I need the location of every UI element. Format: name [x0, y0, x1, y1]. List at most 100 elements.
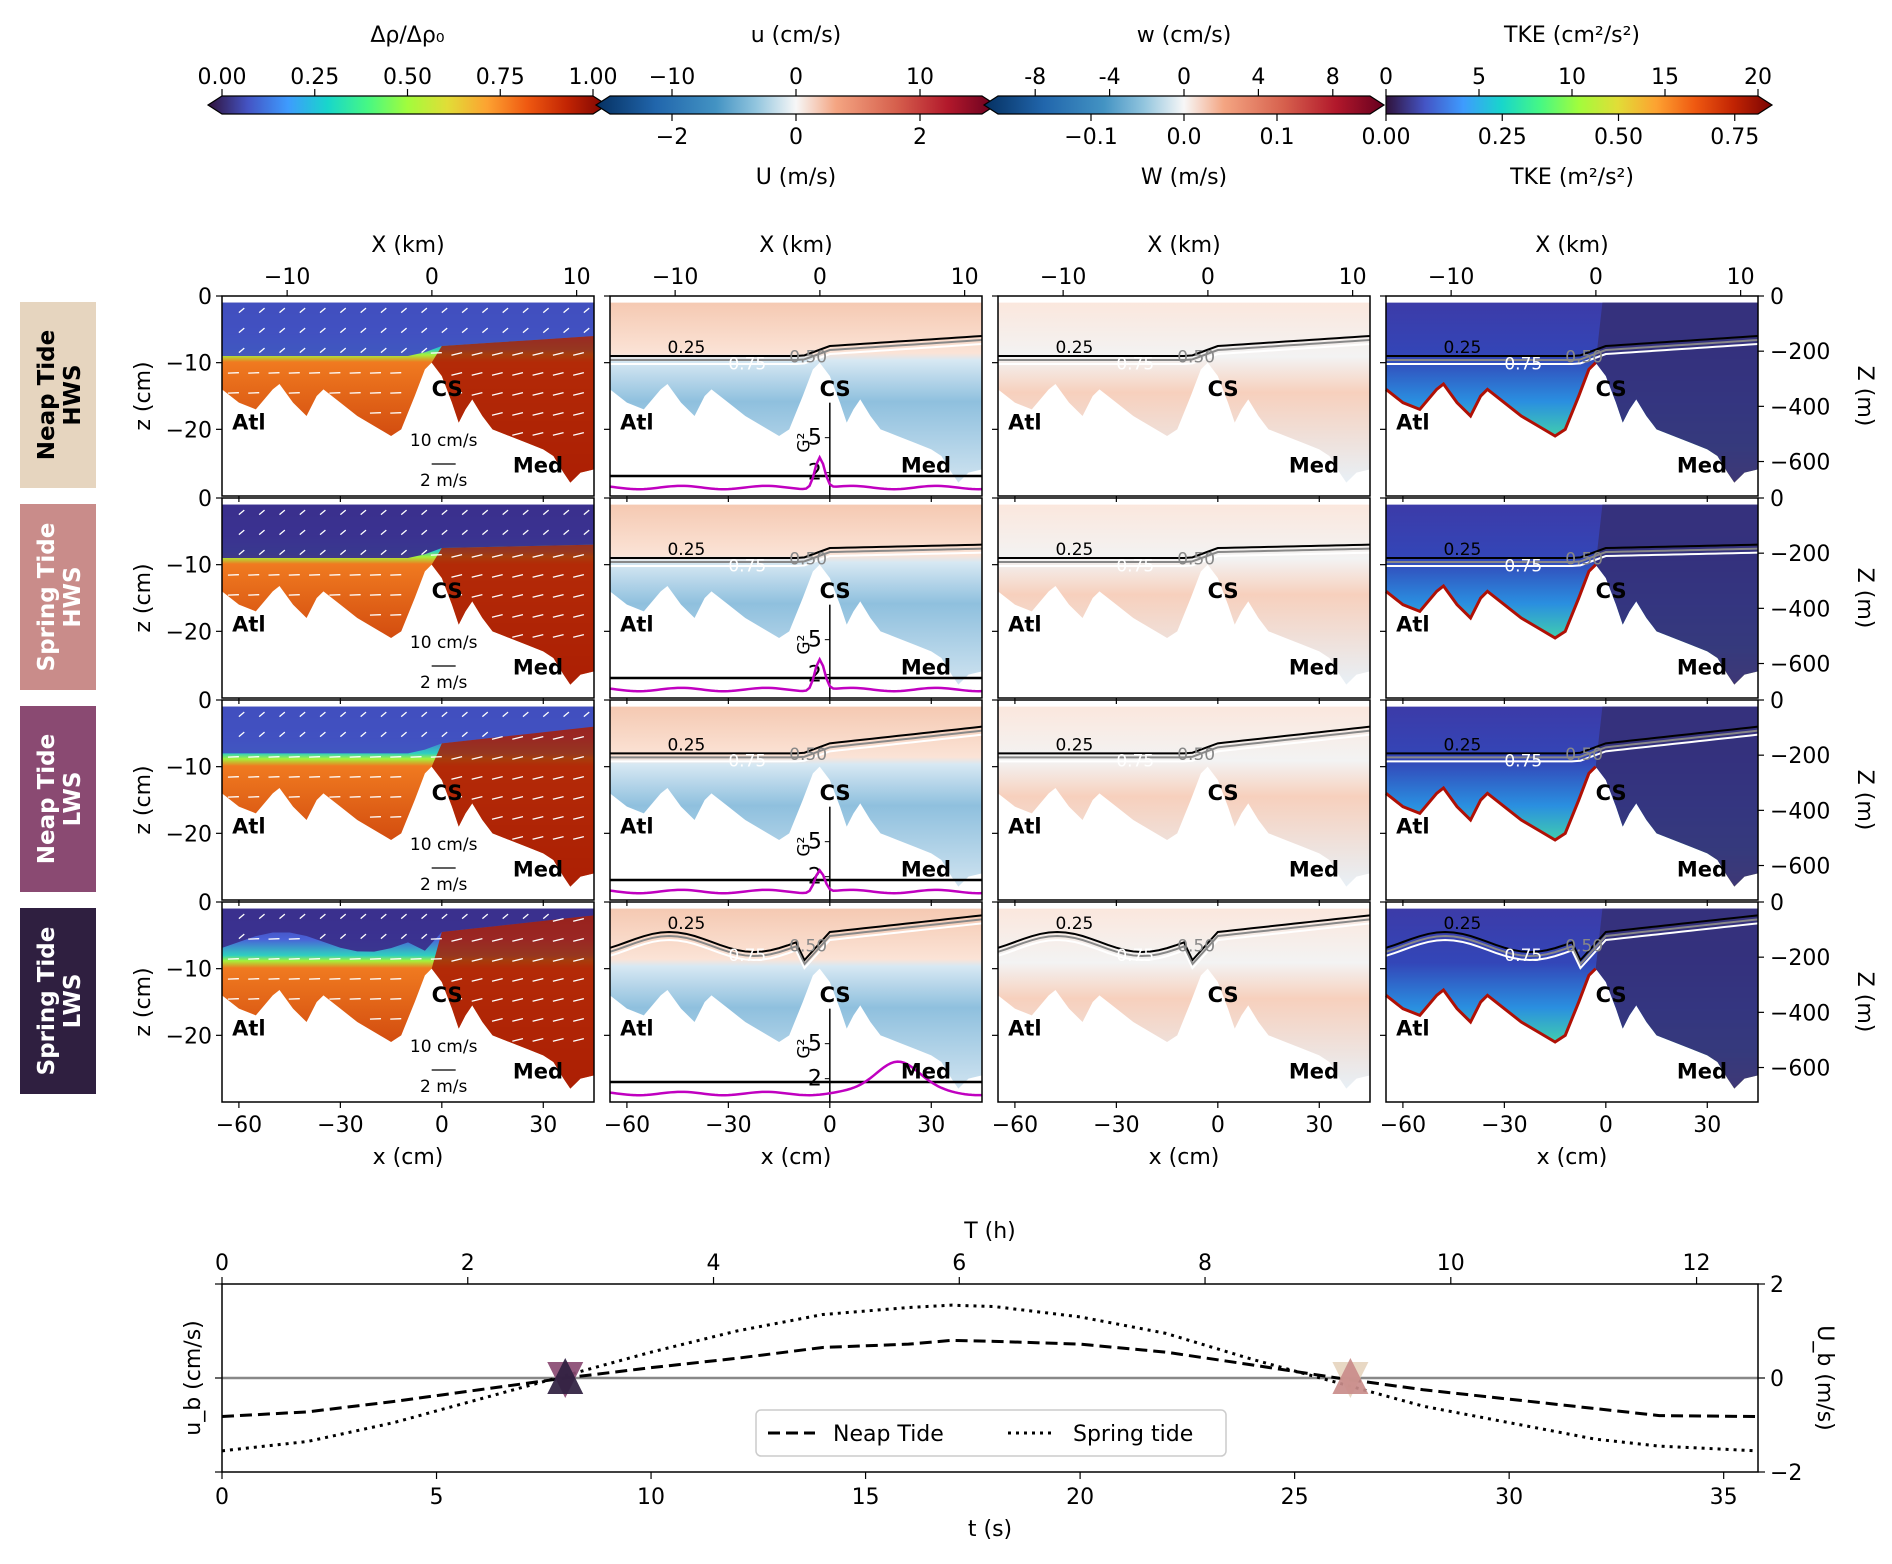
contour-label: 0.25 [1443, 735, 1481, 755]
label-mediterranean: Med [513, 858, 563, 882]
velocity-arrow [461, 529, 468, 536]
velocity-arrow [512, 614, 524, 618]
row-label-box [20, 706, 96, 892]
colorbar-gradient [1385, 95, 1774, 115]
velocity-arrow [471, 574, 483, 578]
velocity-arrow [552, 392, 564, 396]
x-axis-label: x (cm) [373, 1145, 444, 1170]
velocity-arrow [532, 372, 544, 376]
panel-tke-row-1: 0.25 0.75 0.50 Atl CS Med −10 0 10 X (km) 0 −200 −40… [1380, 233, 1877, 502]
velocity-arrow [532, 816, 544, 820]
velocity-arrow [238, 327, 245, 334]
velocity-arrow [552, 554, 564, 558]
density-contour-0.25 [610, 725, 983, 755]
velocity-arrow [380, 913, 387, 920]
velocity-arrow [319, 509, 326, 516]
label-atlantic: Atl [232, 410, 265, 434]
panel-frame [609, 699, 983, 901]
velocity-arrow [421, 913, 428, 920]
label-camarinal-sill: CS [432, 579, 463, 603]
panel-w-velocity-row-3: 0.25 0.75 0.50 Atl CS Med [992, 699, 1371, 906]
top-x-tick-label: 10 [1727, 265, 1755, 290]
velocity-arrow [512, 634, 524, 638]
velocity-arrow [552, 594, 564, 598]
x-tick-label: −30 [1093, 1113, 1139, 1138]
x-tick-label: 30 [1693, 1113, 1721, 1138]
top-x-axis-label: X (km) [371, 233, 444, 258]
velocity-arrow [491, 392, 503, 396]
scale-label-top: 10 cm/s [410, 633, 478, 653]
colorbar-w: w (cm/s) -8 -4 0 4 8 −0.1 0.0 0.1 W (m/s) [982, 23, 1386, 190]
right-y-tick-label: −400 [1770, 597, 1830, 622]
contour-label: 0.50 [1177, 936, 1215, 956]
right-y-tick-label: 0 [1770, 891, 1784, 916]
panel-frame [221, 699, 595, 901]
x-tick-label: 10 [637, 1485, 665, 1510]
velocity-arrow [491, 412, 503, 416]
panel-frame [609, 295, 983, 497]
row-label-text: Spring TideLWS [34, 927, 86, 1076]
panel-frame [1385, 901, 1759, 1103]
velocity-arrow [299, 509, 306, 516]
velocity-arrow [502, 711, 509, 718]
velocity-arrow [339, 327, 347, 334]
label-mediterranean: Med [901, 656, 951, 680]
field-u-velocity [610, 302, 982, 483]
contour-label: 0.75 [728, 946, 766, 966]
velocity-arrow [552, 756, 564, 760]
velocity-arrow [573, 756, 585, 760]
contour-label: 0.75 [1504, 946, 1542, 966]
velocity-arrow [451, 574, 463, 578]
velocity-arrow [552, 776, 564, 780]
right-y-tick-label: −600 [1770, 451, 1830, 476]
velocity-arrow [451, 776, 463, 780]
field-u-velocity [610, 504, 982, 685]
contour-label: 0.50 [1565, 550, 1603, 570]
row-label-line2: HWS [60, 566, 86, 627]
panel-frame [997, 901, 1371, 1103]
colorbar-bottom-label: U (m/s) [756, 165, 837, 190]
velocity-arrow [552, 736, 564, 740]
g2-series [609, 656, 983, 693]
velocity-arrow [360, 933, 367, 940]
contour-label: 0.50 [789, 936, 827, 956]
timeseries-chart: 0 5 10 15 20 25 30 35t (s)0 2 4 6 8 10 12T (h)u_b (cm… [181, 1219, 1837, 1542]
velocity-arrow [380, 347, 387, 354]
density-contour-0.25 [998, 335, 1371, 357]
colorbar-bottom-tick-label: 0 [789, 125, 803, 150]
velocity-arrow [299, 711, 306, 718]
right-y-axis-label: Z (m) [1852, 366, 1877, 427]
label-atlantic: Atl [1008, 1016, 1042, 1040]
velocity-arrow [573, 412, 585, 416]
field-w-velocity [998, 908, 1370, 1089]
y-axis-label: z (cm) [131, 967, 156, 1036]
contour-label: 0.50 [1177, 550, 1215, 570]
label-atlantic: Atl [1008, 410, 1042, 434]
y-tick-label: −20 [166, 822, 212, 847]
row-label-1: Neap TideHWS [20, 302, 96, 488]
velocity-arrow [552, 918, 564, 922]
velocity-arrow [451, 392, 463, 396]
panel-w-velocity-row-2: 0.25 0.75 0.50 Atl CS Med [992, 497, 1371, 704]
row-label-text: Spring TideHWS [34, 523, 86, 672]
velocity-arrow [471, 938, 483, 942]
contour-label: 0.25 [1055, 338, 1093, 358]
velocity-arrow [279, 327, 286, 334]
velocity-arrow [360, 731, 367, 738]
right-y-tick-label: 2 [1770, 1273, 1784, 1298]
velocity-arrow [563, 509, 570, 516]
right-y-tick-label: 0 [1770, 487, 1784, 512]
velocity-arrow [279, 731, 286, 738]
y-tick-label: −10 [166, 352, 212, 377]
colorbar-top-tick-label: 0.50 [383, 65, 432, 90]
label-camarinal-sill: CS [820, 983, 851, 1007]
velocity-arrow [491, 756, 503, 760]
velocity-arrow [421, 347, 428, 354]
velocity-arrow [532, 412, 544, 416]
velocity-arrow [441, 509, 448, 516]
top-x-tick-label: 4 [707, 1251, 721, 1276]
velocity-arrow [258, 509, 265, 516]
velocity-arrow [542, 913, 550, 920]
velocity-arrow [360, 327, 367, 334]
velocity-arrow [258, 347, 265, 354]
